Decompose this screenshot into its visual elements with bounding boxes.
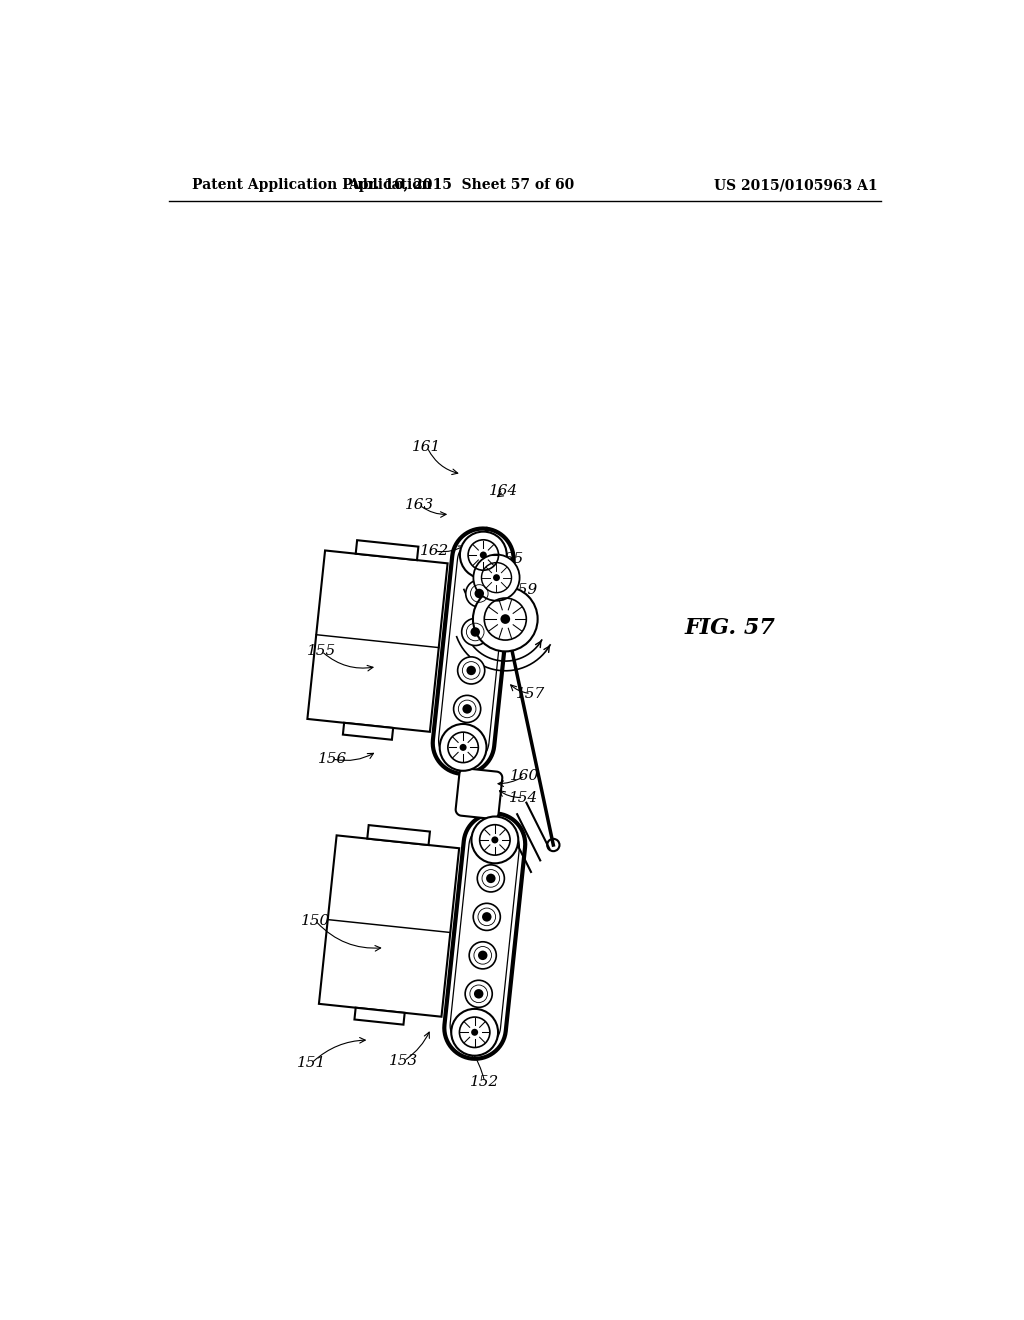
Text: 164: 164 bbox=[488, 484, 518, 498]
Text: 155: 155 bbox=[307, 644, 336, 659]
Circle shape bbox=[463, 704, 472, 714]
Polygon shape bbox=[355, 540, 419, 560]
Circle shape bbox=[470, 627, 480, 636]
Circle shape bbox=[462, 618, 488, 645]
Text: 159: 159 bbox=[509, 582, 538, 597]
Text: Patent Application Publication: Patent Application Publication bbox=[193, 178, 432, 193]
Polygon shape bbox=[307, 550, 447, 731]
Circle shape bbox=[460, 532, 507, 578]
Text: 160: 160 bbox=[510, 770, 540, 783]
Circle shape bbox=[473, 554, 519, 601]
Circle shape bbox=[466, 579, 493, 607]
Text: 151: 151 bbox=[297, 1056, 326, 1071]
Circle shape bbox=[482, 912, 492, 921]
Circle shape bbox=[492, 837, 499, 843]
Text: 161: 161 bbox=[413, 440, 441, 454]
Circle shape bbox=[474, 589, 484, 598]
Text: 156: 156 bbox=[317, 752, 347, 766]
Polygon shape bbox=[438, 539, 508, 764]
Text: 152: 152 bbox=[470, 1076, 500, 1089]
Polygon shape bbox=[318, 836, 459, 1016]
Text: FIG. 57: FIG. 57 bbox=[685, 618, 776, 639]
Circle shape bbox=[478, 950, 487, 960]
Text: 165: 165 bbox=[495, 552, 524, 566]
Circle shape bbox=[467, 665, 476, 675]
Polygon shape bbox=[354, 1007, 404, 1024]
Circle shape bbox=[454, 696, 480, 722]
Polygon shape bbox=[456, 768, 503, 818]
Circle shape bbox=[473, 903, 501, 931]
Circle shape bbox=[480, 552, 486, 558]
Circle shape bbox=[473, 586, 538, 651]
Circle shape bbox=[486, 874, 496, 883]
Circle shape bbox=[458, 657, 484, 684]
Text: US 2015/0105963 A1: US 2015/0105963 A1 bbox=[714, 178, 878, 193]
Text: 150: 150 bbox=[301, 913, 330, 928]
Polygon shape bbox=[368, 825, 430, 845]
Circle shape bbox=[465, 981, 493, 1007]
Circle shape bbox=[460, 744, 467, 751]
Text: 163: 163 bbox=[404, 498, 434, 512]
Text: 157: 157 bbox=[516, 686, 546, 701]
Polygon shape bbox=[343, 723, 393, 739]
Circle shape bbox=[477, 865, 505, 892]
Circle shape bbox=[471, 1028, 478, 1036]
Circle shape bbox=[452, 1008, 498, 1056]
Polygon shape bbox=[433, 528, 514, 774]
Circle shape bbox=[493, 574, 500, 581]
Polygon shape bbox=[451, 824, 519, 1049]
Circle shape bbox=[439, 723, 486, 771]
Circle shape bbox=[471, 817, 518, 863]
Polygon shape bbox=[444, 813, 525, 1059]
Text: Apr. 16, 2015  Sheet 57 of 60: Apr. 16, 2015 Sheet 57 of 60 bbox=[348, 178, 574, 193]
Circle shape bbox=[474, 989, 483, 998]
Text: 154: 154 bbox=[509, 791, 538, 804]
Text: 153: 153 bbox=[389, 1053, 419, 1068]
Circle shape bbox=[501, 614, 510, 624]
Text: 162: 162 bbox=[420, 544, 450, 558]
Circle shape bbox=[469, 941, 497, 969]
